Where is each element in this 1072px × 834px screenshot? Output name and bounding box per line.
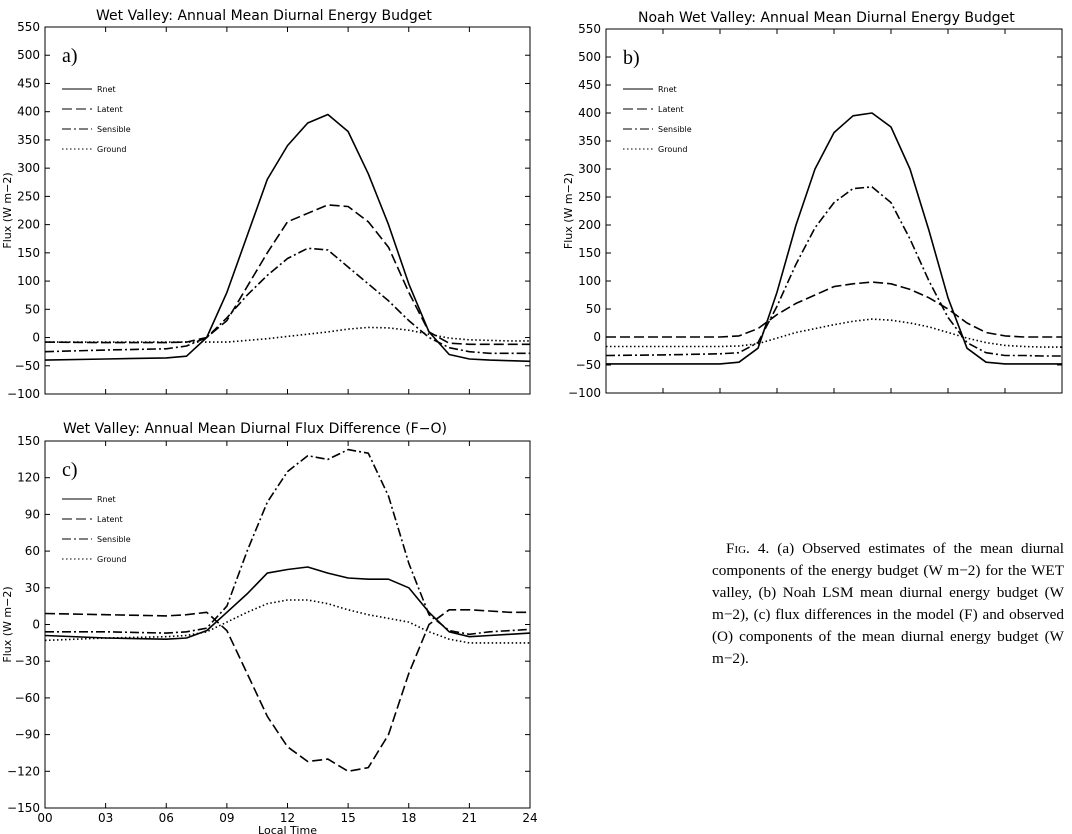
caption-label: Fig. 4.	[726, 540, 770, 557]
series-line-sensible	[45, 448, 531, 636]
y-tick-label: 350	[17, 133, 40, 147]
plot-frame	[44, 26, 531, 395]
chart-title: Noah Wet Valley: Annual Mean Diurnal Ene…	[638, 10, 1015, 26]
plot-frame	[605, 28, 1063, 394]
series-line-rnet	[44, 113, 531, 363]
panel-label: b)	[623, 47, 640, 69]
series-line-ground	[606, 318, 1062, 348]
y-tick-label: −100	[568, 386, 601, 400]
y-tick-label: 400	[17, 105, 40, 119]
x-tick-label: 24	[522, 811, 537, 825]
caption-text: (a) Observed estimates of the mean diurn…	[712, 540, 1064, 667]
y-tick-label: −120	[7, 764, 40, 778]
series-line-rnet	[44, 566, 531, 641]
panel-label: a)	[62, 45, 78, 67]
legend-label-sensible: Sensible	[658, 125, 692, 134]
y-tick-label: 250	[17, 189, 40, 203]
y-tick-label: 500	[578, 50, 601, 64]
y-tick-label: 150	[578, 246, 601, 260]
panel-label: c)	[62, 459, 78, 481]
chart-title: Wet Valley: Annual Mean Diurnal Energy B…	[96, 8, 432, 24]
y-tick-label: 0	[32, 331, 40, 345]
legend-label-rnet: Rnet	[658, 85, 677, 94]
y-tick-label: 90	[25, 507, 40, 521]
y-tick-label: 450	[578, 78, 601, 92]
x-axis-label: Local Time	[258, 824, 317, 834]
figure-caption: Fig. 4. (a) Observed estimates of the me…	[712, 538, 1064, 670]
x-tick-label: 12	[280, 811, 295, 825]
y-tick-label: 200	[17, 218, 40, 232]
y-tick-label: 50	[25, 302, 40, 316]
y-axis-label: Flux (W m−2)	[1, 586, 14, 662]
y-tick-label: −30	[15, 654, 40, 668]
y-tick-label: 550	[17, 20, 40, 34]
series-line-ground	[45, 326, 530, 343]
legend-label-ground: Ground	[97, 555, 126, 564]
y-tick-label: 300	[17, 161, 40, 175]
y-tick-label: 350	[578, 134, 601, 148]
y-axis-label: Flux (W m−2)	[562, 173, 575, 249]
y-tick-label: −50	[576, 358, 601, 372]
series-line-sensible	[605, 186, 1062, 357]
y-tick-label: 200	[578, 218, 601, 232]
y-tick-label: −50	[15, 359, 40, 373]
x-tick-label: 03	[98, 811, 113, 825]
series-line-latent	[606, 281, 1062, 338]
y-tick-label: 100	[17, 274, 40, 288]
y-tick-label: 150	[17, 434, 40, 448]
chart-panel-1: −100 −50 0 50 100 150 200 250 300 350 400 450 500 550…	[1, 8, 531, 401]
y-axis-label: Flux (W m−2)	[1, 172, 14, 248]
legend-label-ground: Ground	[97, 145, 126, 154]
y-tick-label: 150	[17, 246, 40, 260]
y-tick-label: 50	[586, 302, 601, 316]
y-tick-label: −90	[15, 728, 40, 742]
legend-label-latent: Latent	[97, 515, 123, 524]
y-tick-label: 30	[25, 581, 40, 595]
x-tick-label: 00	[37, 811, 52, 825]
chart-panel-2: −100 −50 0 50 100 150 200 250 300 350 400 450 500 550…	[562, 10, 1063, 400]
chart-title: Wet Valley: Annual Mean Diurnal Flux Dif…	[63, 421, 447, 437]
y-tick-label: −60	[15, 691, 40, 705]
plot-frame	[44, 440, 531, 809]
y-tick-label: −150	[7, 801, 40, 815]
y-tick-label: 500	[17, 48, 40, 62]
chart-panel-3: −150 −120 −90 −60 −30 0 30 60 90 120 150 00 03 06 09 12…	[1, 421, 538, 834]
x-tick-label: 09	[219, 811, 234, 825]
legend-label-sensible: Sensible	[97, 535, 131, 544]
y-tick-label: 400	[578, 106, 601, 120]
y-tick-label: 550	[578, 22, 601, 36]
y-tick-label: 300	[578, 162, 601, 176]
y-tick-label: 250	[578, 190, 601, 204]
y-tick-label: −100	[7, 387, 40, 401]
legend-label-rnet: Rnet	[97, 85, 116, 94]
x-tick-label: 15	[340, 811, 355, 825]
legend-label-ground: Ground	[658, 145, 687, 154]
legend-label-latent: Latent	[97, 105, 123, 114]
y-tick-label: 100	[578, 274, 601, 288]
series-line-rnet	[606, 112, 1062, 365]
y-tick-label: 60	[25, 544, 40, 558]
x-tick-label: 06	[159, 811, 174, 825]
y-tick-label: 0	[32, 618, 40, 632]
series-line-sensible	[44, 247, 530, 355]
series-line-ground	[44, 599, 530, 644]
y-tick-label: 450	[17, 76, 40, 90]
legend-label-sensible: Sensible	[97, 125, 131, 134]
series-line-latent	[44, 608, 530, 773]
series-line-latent	[44, 204, 530, 346]
x-tick-label: 18	[401, 811, 416, 825]
y-tick-label: 120	[17, 471, 40, 485]
legend-label-rnet: Rnet	[97, 495, 116, 504]
y-tick-label: 0	[593, 330, 601, 344]
legend-label-latent: Latent	[658, 105, 684, 114]
x-tick-label: 21	[462, 811, 477, 825]
